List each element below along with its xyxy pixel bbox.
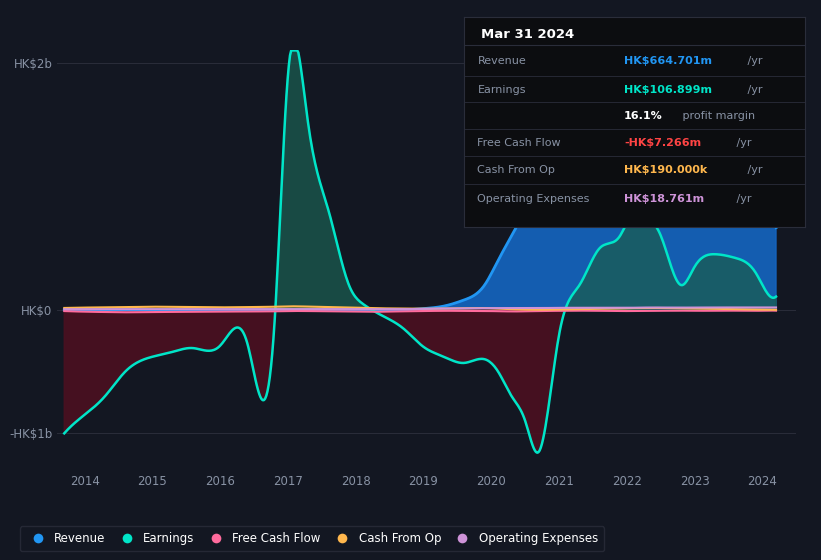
Legend: Revenue, Earnings, Free Cash Flow, Cash From Op, Operating Expenses: Revenue, Earnings, Free Cash Flow, Cash … [20,526,604,551]
Text: HK$106.899m: HK$106.899m [624,85,712,95]
Text: Cash From Op: Cash From Op [478,165,555,175]
Text: Free Cash Flow: Free Cash Flow [478,138,561,148]
Text: -HK$7.266m: -HK$7.266m [624,138,701,148]
Text: Revenue: Revenue [478,56,526,66]
Text: Earnings: Earnings [478,85,526,95]
Text: profit margin: profit margin [678,110,754,120]
Text: HK$18.761m: HK$18.761m [624,194,704,204]
Text: /yr: /yr [733,194,751,204]
Text: Operating Expenses: Operating Expenses [478,194,589,204]
Text: /yr: /yr [744,85,763,95]
Text: HK$190.000k: HK$190.000k [624,165,707,175]
Text: HK$664.701m: HK$664.701m [624,56,712,66]
Text: /yr: /yr [744,165,763,175]
Text: /yr: /yr [744,56,763,66]
Text: /yr: /yr [733,138,751,148]
Text: 16.1%: 16.1% [624,110,663,120]
Text: Mar 31 2024: Mar 31 2024 [481,28,574,41]
